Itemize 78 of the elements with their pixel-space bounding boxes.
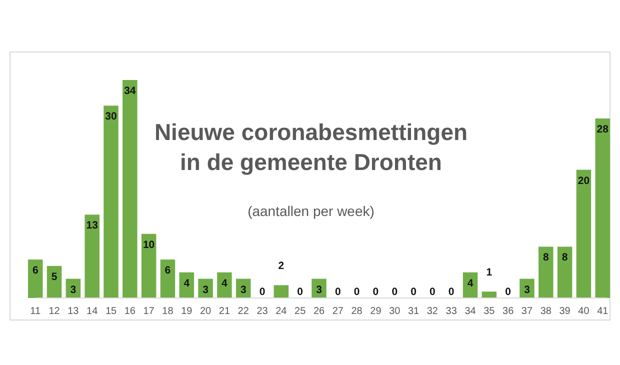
- data-label: 3: [316, 284, 322, 296]
- x-tick-label: 28: [351, 306, 363, 317]
- x-tick-label: 23: [256, 306, 268, 317]
- data-label: 0: [505, 286, 512, 298]
- data-label: 5: [51, 270, 58, 283]
- x-tick-label: 20: [200, 306, 212, 317]
- x-tick-label: 14: [86, 306, 98, 317]
- bar: [274, 285, 289, 298]
- x-tick-label: 22: [238, 306, 250, 317]
- x-tick-label: 13: [68, 306, 80, 317]
- bar: [482, 292, 497, 298]
- bar: [122, 80, 138, 298]
- x-tick-label: 18: [162, 306, 174, 317]
- data-label: 3: [240, 284, 246, 296]
- x-tick-label: 24: [276, 306, 288, 317]
- bar: [160, 260, 176, 298]
- data-label: 8: [542, 252, 549, 264]
- x-tick-label: 34: [464, 306, 476, 317]
- data-label: 0: [448, 286, 454, 298]
- data-label: 20: [578, 174, 590, 187]
- x-tick-label: 36: [502, 306, 514, 317]
- data-label: 0: [354, 286, 360, 298]
- data-label: 0: [372, 286, 379, 298]
- data-label: 6: [164, 264, 171, 277]
- data-label: 0: [297, 286, 304, 298]
- x-tick-label: 40: [578, 306, 590, 317]
- data-label: 1: [486, 266, 492, 279]
- x-tick-label: 17: [143, 306, 155, 317]
- data-label: 6: [32, 264, 38, 277]
- data-label: 3: [70, 284, 76, 296]
- bar: [104, 106, 118, 298]
- x-tick-label: 25: [294, 306, 306, 317]
- bar: [557, 246, 572, 298]
- bar: [141, 234, 156, 298]
- data-label: 4: [184, 277, 190, 290]
- x-tick-label: 29: [370, 306, 382, 317]
- x-tick-label: 31: [408, 306, 420, 317]
- x-tick-label: 19: [181, 306, 193, 317]
- data-label: 0: [430, 286, 436, 298]
- x-tick-label: 26: [313, 306, 325, 317]
- x-tick-label: 12: [48, 306, 60, 317]
- x-tick-label: 16: [124, 306, 136, 317]
- x-tick-label: 15: [105, 306, 118, 317]
- x-tick-label: 38: [540, 306, 552, 317]
- x-tick-label: 30: [389, 306, 401, 317]
- data-label: 4: [222, 277, 228, 290]
- bar: [595, 118, 610, 298]
- data-label: 0: [392, 286, 398, 298]
- data-label: 13: [86, 220, 98, 232]
- data-label: 3: [202, 284, 209, 296]
- bar: [576, 170, 592, 298]
- x-tick-label: 21: [218, 306, 230, 317]
- text: (aantallen per week): [248, 203, 374, 219]
- data-label: 8: [562, 252, 568, 264]
- x-tick-label: 37: [521, 306, 533, 317]
- data-label: 3: [524, 284, 530, 296]
- bar: [538, 246, 554, 298]
- x-tick-label: 39: [559, 306, 571, 317]
- text: Nieuwe coronabesmettingen in de gemeente Dronten: [154, 119, 468, 175]
- x-tick-label: 11: [30, 306, 41, 317]
- x-tick-label: 32: [426, 306, 438, 317]
- x-tick-label: 35: [484, 306, 496, 317]
- bar: [46, 266, 62, 298]
- bar: [84, 214, 100, 298]
- data-label: 10: [142, 238, 155, 251]
- data-label: 0: [334, 286, 341, 298]
- data-label: 0: [410, 286, 417, 298]
- data-label: 0: [259, 286, 266, 298]
- x-tick-label: 27: [332, 306, 344, 317]
- data-label: 4: [467, 277, 474, 290]
- bar: [217, 272, 232, 298]
- data-label: 30: [105, 110, 118, 123]
- bar: [28, 260, 43, 298]
- x-tick-label: 33: [446, 306, 458, 317]
- data-label: 2: [278, 260, 284, 272]
- x-tick-label: 41: [597, 306, 609, 317]
- data-label: 28: [596, 123, 609, 136]
- data-label: 34: [124, 85, 136, 97]
